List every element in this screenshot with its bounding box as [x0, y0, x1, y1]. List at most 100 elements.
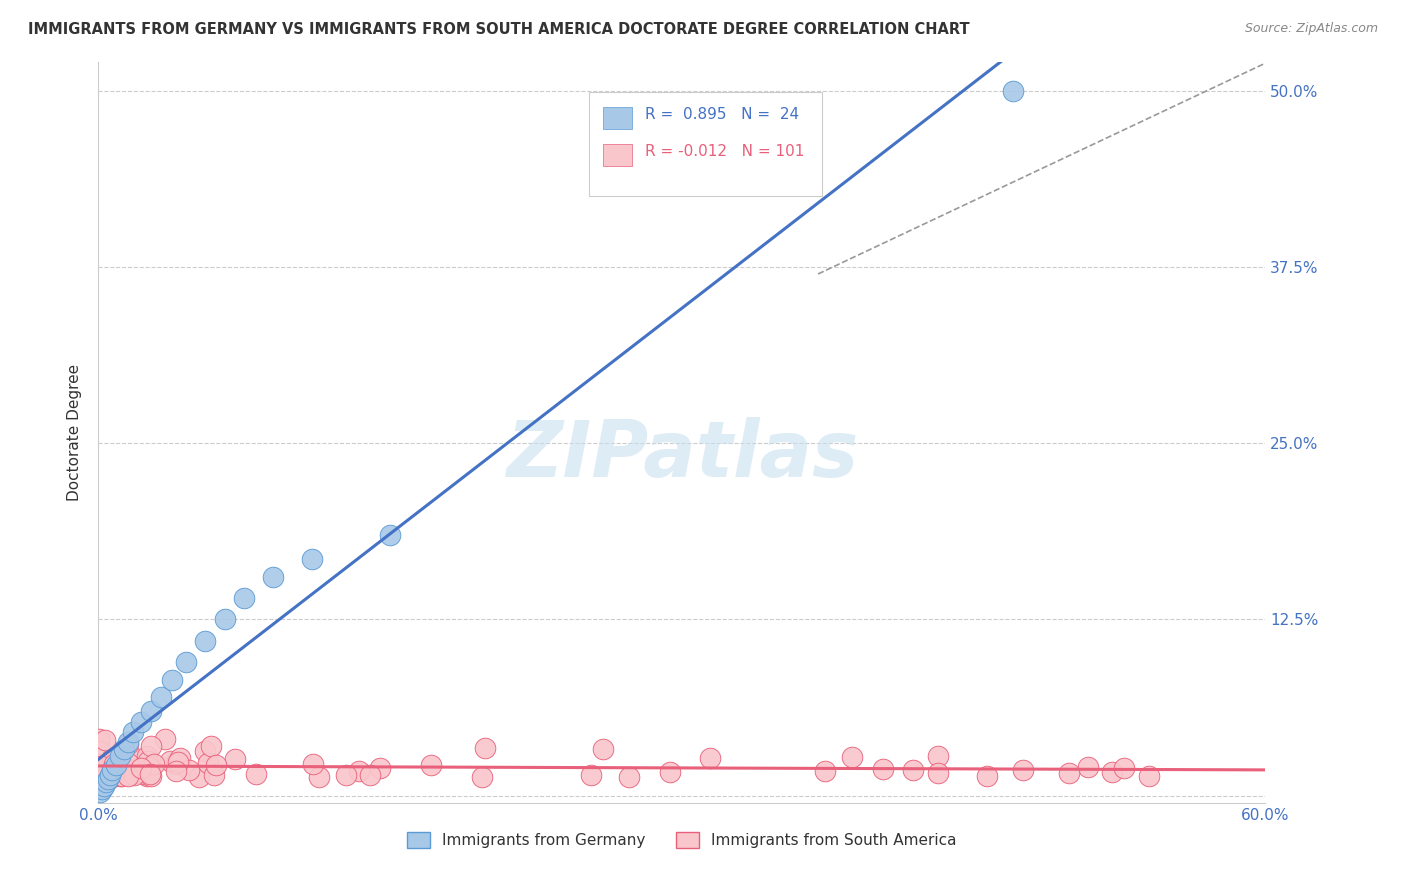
Point: [420, 758, 443, 772]
Text: R =  0.895   N =  24: R = 0.895 N = 24: [644, 107, 799, 122]
Point: [474, 740, 496, 755]
Point: [901, 764, 924, 778]
Point: [105, 756, 128, 771]
Point: [134, 767, 156, 781]
Text: IMMIGRANTS FROM GERMANY VS IMMIGRANTS FROM SOUTH AMERICA DOCTORATE DEGREE CORREL: IMMIGRANTS FROM GERMANY VS IMMIGRANTS FR…: [28, 22, 970, 37]
Point: [117, 767, 139, 781]
Point: [120, 749, 142, 764]
Point: [1001, 84, 1024, 98]
Point: [90, 770, 112, 784]
Point: [139, 768, 162, 782]
Point: [188, 770, 211, 784]
Point: [129, 764, 152, 778]
Point: [202, 768, 225, 782]
Point: [368, 760, 391, 774]
Point: [841, 750, 863, 764]
Point: [117, 735, 139, 749]
Point: [108, 768, 131, 782]
Point: [103, 757, 125, 772]
Point: [107, 762, 129, 776]
Point: [112, 742, 135, 756]
Point: [347, 764, 370, 778]
Point: [107, 756, 129, 770]
Point: [89, 763, 111, 777]
Point: [592, 742, 614, 756]
Y-axis label: Doctorate Degree: Doctorate Degree: [67, 364, 83, 501]
Point: [162, 673, 184, 687]
Point: [153, 732, 176, 747]
Text: R = -0.012   N = 101: R = -0.012 N = 101: [644, 144, 804, 159]
Point: [194, 633, 217, 648]
Point: [927, 749, 949, 764]
Point: [108, 769, 131, 783]
Point: [103, 764, 125, 779]
Point: [122, 767, 145, 781]
Point: [89, 766, 111, 780]
Bar: [603, 144, 631, 166]
Point: [1137, 769, 1160, 783]
Point: [659, 764, 682, 779]
Point: [94, 757, 117, 772]
Point: [90, 759, 112, 773]
Point: [111, 769, 134, 783]
Point: [94, 758, 117, 772]
Point: [96, 768, 118, 782]
Point: [308, 770, 330, 784]
Point: [98, 767, 121, 781]
Point: [94, 733, 117, 747]
Point: [101, 764, 124, 778]
Point: [90, 756, 112, 771]
Point: [97, 768, 120, 782]
Point: [117, 769, 139, 783]
Point: [1077, 760, 1099, 774]
Point: [111, 758, 134, 772]
Point: [90, 768, 112, 782]
Point: [976, 768, 998, 782]
Point: [200, 739, 222, 753]
Point: [166, 756, 188, 770]
Point: [101, 759, 124, 773]
Point: [179, 763, 201, 777]
Point: [138, 767, 160, 781]
Bar: [603, 107, 631, 129]
Point: [89, 732, 111, 747]
Point: [359, 768, 381, 782]
Point: [872, 763, 894, 777]
Point: [143, 756, 166, 771]
Point: [165, 764, 187, 778]
Point: [136, 749, 159, 764]
Point: [1057, 766, 1080, 780]
Point: [105, 752, 128, 766]
Point: [165, 755, 187, 769]
Legend: Immigrants from Germany, Immigrants from South America: Immigrants from Germany, Immigrants from…: [401, 826, 963, 855]
Point: [96, 774, 118, 789]
Point: [111, 762, 134, 776]
Point: [90, 759, 112, 773]
Point: [1101, 765, 1123, 780]
Point: [101, 770, 124, 784]
Point: [93, 768, 115, 782]
Point: [94, 760, 117, 774]
Point: [91, 760, 114, 774]
Point: [129, 715, 152, 730]
Point: [233, 591, 256, 606]
Point: [97, 754, 120, 768]
Point: [117, 756, 139, 771]
Text: Source: ZipAtlas.com: Source: ZipAtlas.com: [1244, 22, 1378, 36]
Point: [380, 528, 402, 542]
Point: [579, 768, 602, 782]
Point: [97, 772, 120, 786]
Point: [214, 612, 236, 626]
Point: [91, 781, 114, 796]
Point: [141, 739, 163, 754]
Point: [104, 757, 127, 772]
Point: [89, 744, 111, 758]
Point: [124, 766, 146, 780]
Point: [139, 761, 162, 775]
Point: [108, 749, 131, 764]
Point: [262, 570, 284, 584]
Point: [194, 744, 217, 758]
Point: [136, 754, 159, 768]
Point: [101, 751, 124, 765]
Point: [165, 757, 187, 772]
